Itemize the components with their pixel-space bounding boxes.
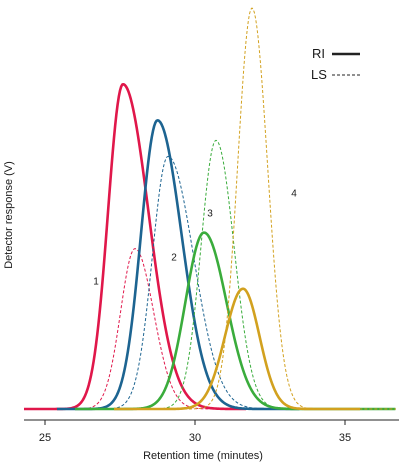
curves-group xyxy=(23,7,396,411)
x-tick-label: 35 xyxy=(339,432,351,444)
curve-label-1: 1 xyxy=(93,277,99,288)
y-axis-title: Detector response (V) xyxy=(3,161,15,269)
legend: RI LS xyxy=(311,46,360,82)
series-2-ls-line xyxy=(72,155,300,410)
x-axis-title: Retention time (minutes) xyxy=(143,450,263,462)
curve-label-4: 4 xyxy=(291,188,297,199)
series-4-ls-line xyxy=(144,7,396,410)
curve-label-3: 3 xyxy=(207,209,213,220)
legend-label-ri: RI xyxy=(312,46,325,61)
x-tick-label: 25 xyxy=(39,432,51,444)
curve-label-2: 2 xyxy=(171,253,177,264)
x-ticks-group: 25 30 35 xyxy=(39,420,351,444)
legend-label-ls: LS xyxy=(311,67,327,82)
x-tick-label: 30 xyxy=(189,432,201,444)
series-1-ls-line xyxy=(33,248,246,410)
series-3-ri-line xyxy=(74,231,396,411)
curve-labels-group: 1 2 3 4 xyxy=(93,188,297,287)
